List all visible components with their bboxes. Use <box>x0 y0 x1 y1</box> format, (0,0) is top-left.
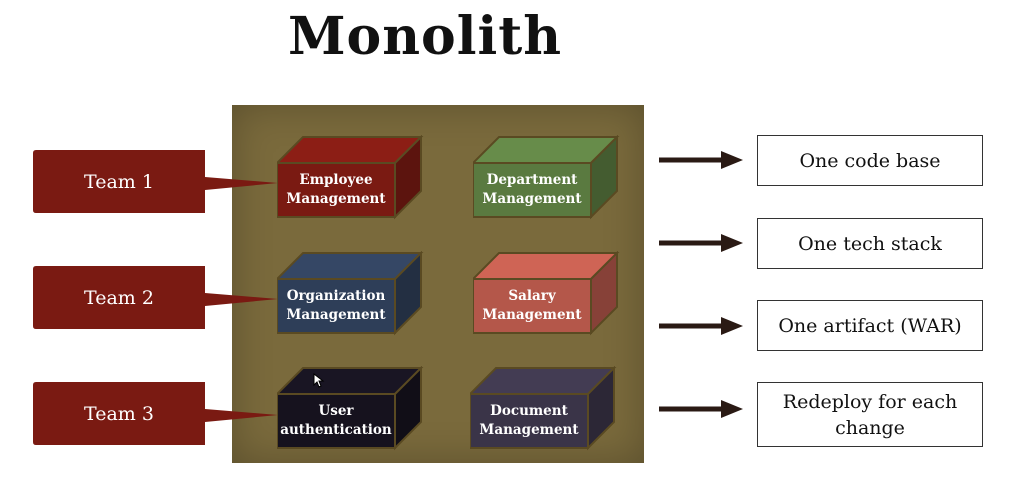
property-tech-stack: One tech stack <box>757 218 983 269</box>
module-label: Organization Management <box>286 288 386 323</box>
property-redeploy: Redeploy for each change <box>757 382 983 447</box>
team-2-callout: Team 2 <box>33 266 278 329</box>
department-management-module: Department Management <box>473 135 623 225</box>
salary-management-module: Salary Management <box>473 251 623 341</box>
team-3-callout: Team 3 <box>33 382 278 445</box>
cube-front-face <box>473 162 592 218</box>
module-label: Salary Management <box>482 288 582 323</box>
cube-shape <box>470 366 617 451</box>
cube-shape <box>473 251 620 336</box>
user-authentication-module: User authentication <box>277 366 427 456</box>
cube-front-face <box>277 278 396 334</box>
cube-shape <box>277 366 424 451</box>
employee-management-module: Employee Management <box>277 135 427 225</box>
right-arrow-icon <box>659 234 743 252</box>
diagram-title: Monolith <box>287 6 563 67</box>
right-arrow-icon <box>659 317 743 335</box>
module-label: Document Management <box>479 403 579 438</box>
module-label: Department Management <box>482 172 582 207</box>
document-management-module: Document Management <box>470 366 620 456</box>
cube-front-face <box>277 162 396 218</box>
organization-management-module: Organization Management <box>277 251 427 341</box>
module-label: Employee Management <box>286 172 386 207</box>
callout-shape <box>33 150 278 213</box>
cube-shape <box>277 135 424 220</box>
cube-shape <box>277 251 424 336</box>
team-1-callout: Team 1 <box>33 150 278 213</box>
mouse-cursor-icon <box>313 373 325 388</box>
cube-front-face <box>470 393 589 449</box>
property-artifact: One artifact (WAR) <box>757 300 983 351</box>
cube-shape <box>473 135 620 220</box>
cube-front-face <box>277 393 396 449</box>
team-2-label: Team 2 <box>84 286 154 309</box>
team-3-label: Team 3 <box>84 402 154 425</box>
right-arrow-icon <box>659 400 743 418</box>
property-code-base: One code base <box>757 135 983 186</box>
callout-shape <box>33 382 278 445</box>
cube-front-face <box>473 278 592 334</box>
team-1-label: Team 1 <box>84 170 154 193</box>
callout-shape <box>33 266 278 329</box>
module-label: User authentication <box>280 403 392 438</box>
right-arrow-icon <box>659 151 743 169</box>
